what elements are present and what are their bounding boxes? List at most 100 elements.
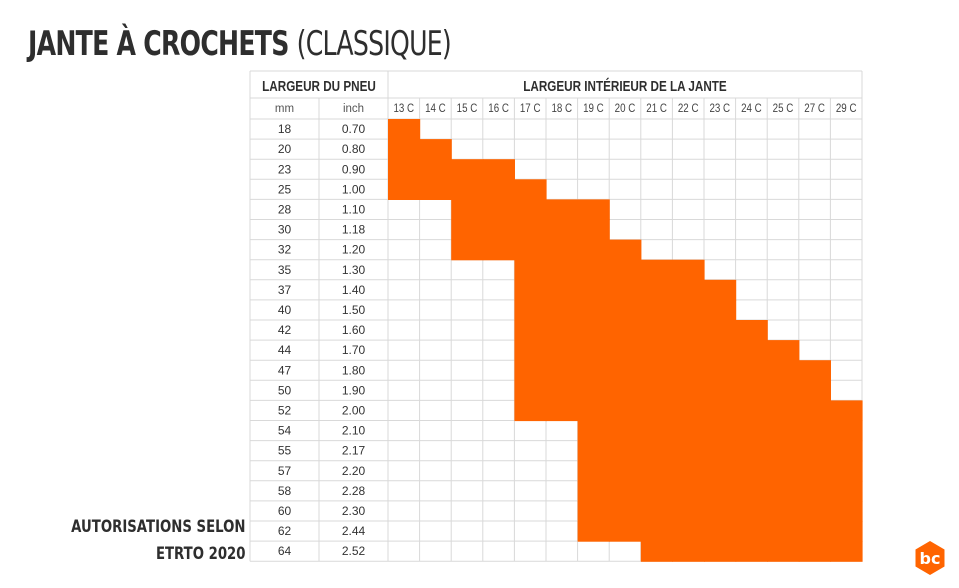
- allowed-cell-47-27c: [798, 360, 831, 381]
- allowed-cell-23-13c: [388, 159, 421, 180]
- allowed-cell-50-27c: [798, 380, 831, 401]
- allowed-cell-52-21c: [640, 400, 673, 422]
- allowed-cell-54-25c: [767, 420, 800, 442]
- column-label-18c: 18 C: [551, 102, 572, 115]
- row-label-mm: 37: [278, 283, 292, 297]
- allowed-cell-25-14c: [419, 179, 452, 200]
- allowed-cell-32-16c: [482, 239, 515, 261]
- row-label-inch: 1.50: [342, 303, 366, 317]
- allowed-cell-42-24c: [735, 320, 768, 341]
- allowed-cell-62-24c: [735, 521, 768, 542]
- allowed-cell-28-16c: [482, 199, 515, 221]
- allowed-cell-62-21c: [640, 521, 673, 542]
- allowed-cell-57-19c: [577, 460, 610, 482]
- allowed-cell-64-21c: [640, 541, 673, 562]
- row-label-mm: 57: [278, 464, 292, 478]
- row-label-inch: 2.00: [342, 403, 366, 417]
- column-label-23c: 23 C: [709, 102, 730, 115]
- allowed-cell-28-17c: [514, 199, 547, 221]
- allowed-cell-55-20c: [609, 440, 642, 462]
- allowed-cell-42-18c: [546, 320, 579, 341]
- allowed-cell-54-22c: [672, 420, 705, 442]
- allowed-cell-52-27c: [798, 400, 831, 422]
- allowed-cell-57-24c: [735, 460, 768, 482]
- allowed-cell-64-29c: [830, 541, 863, 562]
- allowed-cell-50-24c: [735, 380, 768, 401]
- allowed-cell-64-25c: [767, 541, 800, 562]
- row-label-inch: 1.20: [342, 243, 366, 257]
- allowed-cell-62-27c: [798, 521, 831, 542]
- allowed-cell-44-19c: [577, 340, 610, 361]
- row-label-mm: 23: [278, 162, 292, 176]
- allowed-cell-25-13c: [388, 179, 421, 200]
- allowed-cell-50-22c: [672, 380, 705, 401]
- allowed-cell-57-25c: [767, 460, 800, 482]
- allowed-cell-28-19c: [577, 199, 610, 221]
- allowed-cell-35-18c: [546, 259, 579, 281]
- allowed-cell-54-21c: [640, 420, 673, 442]
- allowed-cell-57-22c: [672, 460, 705, 482]
- row-label-mm: 55: [278, 444, 292, 458]
- allowed-cell-44-17c: [514, 340, 547, 361]
- row-label-mm: 54: [278, 424, 292, 438]
- allowed-cell-42-17c: [514, 320, 547, 341]
- page-title: JANTE À CROCHETS (CLASSIQUE): [28, 24, 452, 64]
- row-label-inch: 2.44: [342, 524, 366, 538]
- allowed-cell-52-29c: [830, 400, 863, 422]
- allowed-cell-30-17c: [514, 219, 547, 241]
- allowed-cell-25-15c: [451, 179, 484, 200]
- allowed-cell-35-21c: [640, 259, 673, 281]
- allowed-cell-57-21c: [640, 460, 673, 482]
- unit-label-inch: inch: [343, 103, 364, 115]
- allowed-cell-60-19c: [577, 500, 610, 522]
- allowed-cell-55-25c: [767, 440, 800, 462]
- column-label-16c: 16 C: [488, 102, 509, 115]
- row-label-mm: 18: [278, 122, 292, 136]
- allowed-cell-57-27c: [798, 460, 831, 482]
- allowed-cell-20-14c: [419, 139, 452, 160]
- row-label-mm: 64: [278, 544, 292, 558]
- allowed-cell-47-21c: [640, 360, 673, 381]
- allowed-cell-37-22c: [672, 279, 705, 301]
- allowed-cell-62-29c: [830, 521, 863, 542]
- allowed-cell-20-13c: [388, 139, 421, 160]
- row-label-inch: 2.52: [342, 544, 366, 558]
- unit-label-mm: mm: [275, 103, 294, 115]
- allowed-cell-44-25c: [767, 340, 800, 361]
- allowed-cell-37-17c: [514, 279, 547, 301]
- etrto-note-line2: ETRTO 2020: [156, 544, 246, 564]
- allowed-cell-35-19c: [577, 259, 610, 281]
- row-label-mm: 47: [278, 363, 292, 377]
- allowed-cell-52-19c: [577, 400, 610, 422]
- allowed-cell-58-20c: [609, 480, 642, 502]
- allowed-cell-32-17c: [514, 239, 547, 261]
- row-label-inch: 0.90: [342, 162, 366, 176]
- row-label-mm: 42: [278, 323, 292, 337]
- allowed-cell-55-22c: [672, 440, 705, 462]
- allowed-cell-58-24c: [735, 480, 768, 502]
- allowed-cell-60-21c: [640, 500, 673, 522]
- allowed-cell-23-15c: [451, 159, 484, 180]
- allowed-cell-64-22c: [672, 541, 705, 562]
- allowed-cell-50-25c: [767, 380, 800, 401]
- row-label-inch: 1.80: [342, 363, 366, 377]
- allowed-cell-32-19c: [577, 239, 610, 261]
- allowed-cell-62-20c: [609, 521, 642, 542]
- allowed-cell-52-22c: [672, 400, 705, 422]
- column-label-27c: 27 C: [804, 102, 825, 115]
- row-label-mm: 50: [278, 383, 292, 397]
- allowed-cell-32-20c: [609, 239, 642, 261]
- allowed-cell-62-23c: [704, 521, 737, 542]
- allowed-cell-57-20c: [609, 460, 642, 482]
- column-label-13c: 13 C: [393, 102, 414, 115]
- allowed-cell-52-18c: [546, 400, 579, 422]
- allowed-cell-35-22c: [672, 259, 705, 281]
- allowed-cell-55-29c: [830, 440, 863, 462]
- allowed-cell-32-18c: [546, 239, 579, 261]
- allowed-cell-25-16c: [482, 179, 515, 200]
- allowed-cell-47-22c: [672, 360, 705, 381]
- allowed-cell-54-23c: [704, 420, 737, 442]
- allowed-cell-60-23c: [704, 500, 737, 522]
- allowed-cell-44-23c: [704, 340, 737, 361]
- allowed-cell-60-20c: [609, 500, 642, 522]
